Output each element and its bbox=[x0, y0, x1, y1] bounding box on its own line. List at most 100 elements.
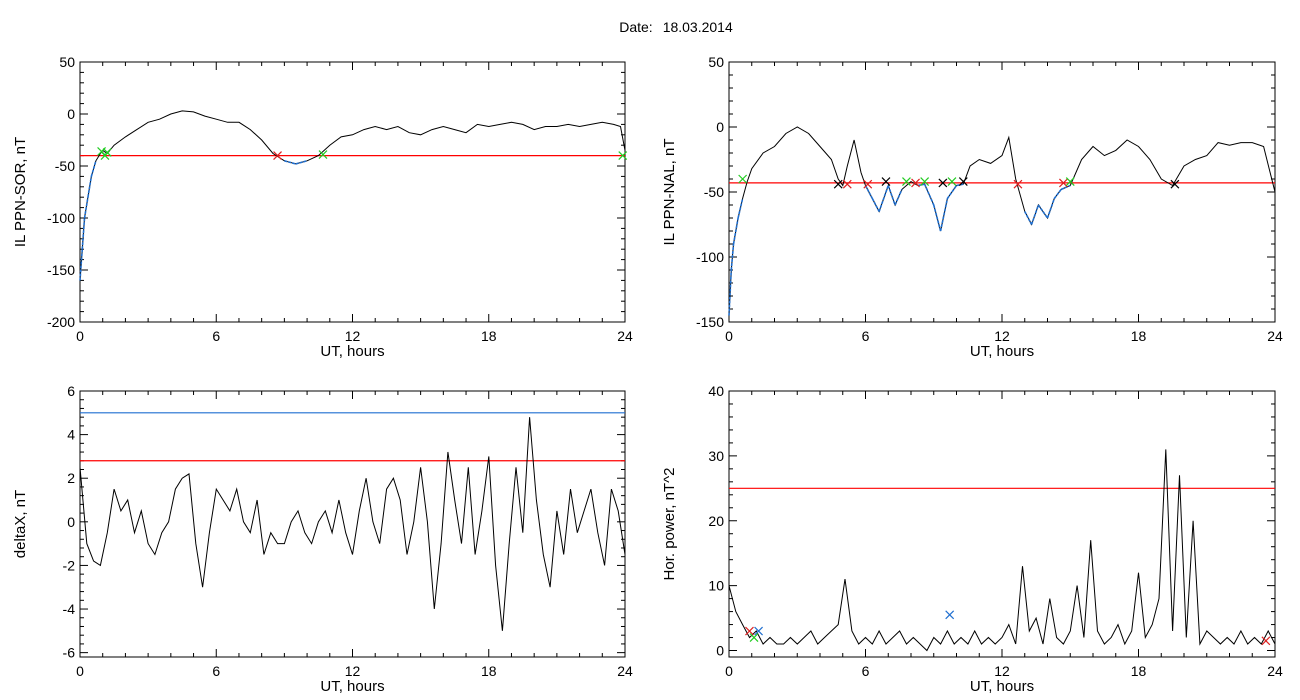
cross-marker bbox=[1059, 178, 1068, 188]
plot-frame bbox=[728, 61, 1276, 323]
below-threshold-segment bbox=[81, 217, 86, 250]
cross-marker bbox=[911, 178, 920, 188]
cross-marker bbox=[938, 178, 948, 188]
cross-marker-stroke bbox=[1065, 177, 1075, 187]
chart-title: Date: 18.03.2014 bbox=[0, 19, 1300, 35]
x-axis-label: UT, hours bbox=[320, 678, 384, 695]
chart-panel-1: 0 6 12 18 24 -200 -150 -100 -50 0 50 UT, hours IL PP… bbox=[12, 54, 633, 360]
y-axis-label: Hor. power, nT^2 bbox=[661, 468, 678, 581]
chart-panel-4: 0 6 12 18 24 0 10 20 30 40 UT, hours Hor. power, nT… bbox=[661, 383, 1283, 695]
x-tick-label: 24 bbox=[617, 663, 633, 679]
date-value: 18.03.2014 bbox=[662, 19, 733, 35]
cross-marker bbox=[1065, 177, 1075, 187]
cross-marker-stroke bbox=[902, 177, 911, 187]
cross-marker-stroke bbox=[754, 626, 763, 636]
cross-marker-stroke bbox=[738, 174, 748, 184]
x-axis-label: UT, hours bbox=[970, 678, 1034, 695]
below-threshold-segment bbox=[1053, 188, 1062, 199]
x-axis-label: UT, hours bbox=[970, 343, 1034, 360]
x-tick-label: 0 bbox=[76, 663, 84, 679]
y-tick-label: -6 bbox=[63, 645, 76, 661]
below-threshold-segment bbox=[295, 160, 308, 165]
cross-marker bbox=[273, 151, 282, 161]
data-line bbox=[79, 417, 626, 631]
x-tick-label: 24 bbox=[617, 328, 633, 344]
cross-marker bbox=[318, 150, 328, 159]
below-threshold-segment bbox=[737, 198, 744, 219]
x-tick-label: 6 bbox=[212, 328, 220, 344]
x-tick-label: 0 bbox=[725, 663, 733, 679]
y-tick-label: 6 bbox=[67, 383, 75, 399]
y-tick-label: 10 bbox=[708, 578, 724, 594]
plot-frame bbox=[79, 390, 626, 658]
x-tick-label: 24 bbox=[1267, 328, 1283, 344]
data-line bbox=[728, 449, 1276, 652]
cross-marker-stroke bbox=[1170, 179, 1180, 189]
x-tick-label: 24 bbox=[1267, 663, 1283, 679]
below-threshold-segment bbox=[1060, 184, 1071, 191]
below-threshold-segment bbox=[728, 269, 733, 316]
below-threshold-segment bbox=[1030, 204, 1040, 225]
cross-marker-stroke bbox=[958, 177, 968, 187]
cross-marker bbox=[947, 177, 957, 187]
y-tick-label: -150 bbox=[47, 262, 75, 278]
y-tick-label: 0 bbox=[67, 514, 75, 530]
x-tick-label: 18 bbox=[481, 328, 497, 344]
y-tick-label: 40 bbox=[708, 383, 724, 399]
below-threshold-segment bbox=[946, 185, 958, 199]
cross-marker-stroke bbox=[618, 151, 628, 161]
y-tick-label: -200 bbox=[47, 314, 75, 330]
y-tick-label: 20 bbox=[708, 513, 724, 529]
below-threshold-segment bbox=[923, 183, 935, 206]
cross-marker bbox=[745, 626, 754, 636]
below-threshold-segment bbox=[864, 185, 874, 199]
cross-marker bbox=[902, 177, 911, 187]
below-threshold-segment bbox=[1024, 211, 1033, 225]
cross-marker bbox=[863, 179, 873, 189]
y-tick-label: 0 bbox=[716, 119, 724, 135]
y-tick-label: -100 bbox=[696, 249, 724, 265]
cross-marker bbox=[958, 177, 968, 187]
below-threshold-segment bbox=[87, 176, 93, 198]
cross-marker bbox=[1013, 179, 1023, 189]
y-tick-label: 30 bbox=[708, 448, 724, 464]
cross-marker-stroke bbox=[833, 179, 843, 189]
cross-marker-stroke bbox=[318, 150, 328, 159]
cross-marker-stroke bbox=[945, 610, 955, 620]
y-axis-label: deltaX, nT bbox=[12, 490, 29, 558]
data-line bbox=[728, 126, 1276, 316]
y-tick-label: -4 bbox=[63, 601, 76, 617]
cross-marker bbox=[881, 177, 891, 187]
cross-marker-stroke bbox=[273, 151, 282, 161]
cross-marker bbox=[738, 174, 748, 184]
x-tick-label: 12 bbox=[345, 328, 361, 344]
y-tick-label: -150 bbox=[696, 314, 724, 330]
cross-marker-stroke bbox=[947, 177, 957, 187]
y-tick-label: -50 bbox=[704, 184, 724, 200]
x-tick-label: 6 bbox=[862, 328, 870, 344]
cross-marker-stroke bbox=[102, 148, 112, 157]
y-tick-label: 0 bbox=[67, 106, 75, 122]
date-label: Date: bbox=[619, 19, 653, 35]
cross-marker-stroke bbox=[938, 178, 948, 188]
cross-marker-stroke bbox=[911, 178, 920, 188]
cross-marker-stroke bbox=[881, 177, 891, 187]
y-tick-label: -50 bbox=[55, 158, 75, 174]
data-line bbox=[79, 110, 626, 281]
cross-marker-stroke bbox=[863, 179, 873, 189]
below-threshold-segment bbox=[917, 183, 925, 187]
cross-marker bbox=[920, 177, 930, 187]
cross-marker-stroke bbox=[745, 626, 754, 636]
below-threshold-segment bbox=[79, 249, 84, 281]
x-tick-label: 12 bbox=[994, 328, 1010, 344]
below-threshold-segment bbox=[730, 243, 735, 271]
y-tick-label: 4 bbox=[67, 427, 75, 443]
y-tick-label: 50 bbox=[708, 54, 724, 70]
below-threshold-segment bbox=[878, 185, 890, 212]
below-threshold-segment bbox=[932, 204, 942, 232]
y-tick-label: -100 bbox=[47, 210, 75, 226]
cross-marker bbox=[1261, 636, 1271, 646]
x-tick-label: 12 bbox=[994, 663, 1010, 679]
x-tick-label: 18 bbox=[1131, 328, 1147, 344]
